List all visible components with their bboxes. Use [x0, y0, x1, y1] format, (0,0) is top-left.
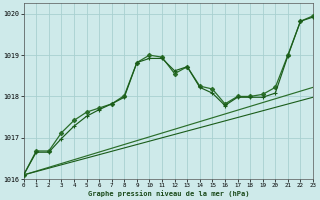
- X-axis label: Graphe pression niveau de la mer (hPa): Graphe pression niveau de la mer (hPa): [88, 190, 249, 197]
